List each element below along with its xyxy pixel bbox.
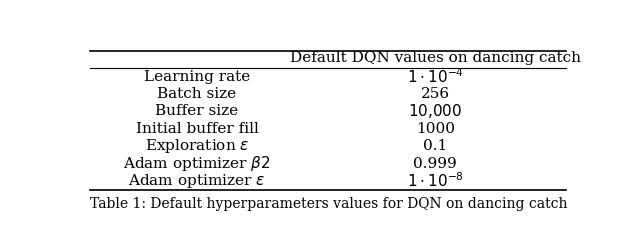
- Text: $1 \cdot 10^{-8}$: $1 \cdot 10^{-8}$: [406, 172, 463, 190]
- Text: $1 \cdot 10^{-4}$: $1 \cdot 10^{-4}$: [406, 67, 464, 86]
- Text: Buffer size: Buffer size: [156, 104, 239, 119]
- Text: Exploration $\epsilon$: Exploration $\epsilon$: [145, 137, 250, 155]
- Text: 256: 256: [420, 87, 450, 101]
- Text: Default DQN values on dancing catch: Default DQN values on dancing catch: [290, 51, 580, 65]
- Text: Learning rate: Learning rate: [144, 70, 250, 84]
- Text: $10{,}000$: $10{,}000$: [408, 103, 462, 120]
- Text: Initial buffer fill: Initial buffer fill: [136, 122, 259, 136]
- Text: Adam optimizer $\beta 2$: Adam optimizer $\beta 2$: [124, 154, 271, 173]
- Text: 1000: 1000: [415, 122, 454, 136]
- Text: 0.1: 0.1: [423, 139, 447, 153]
- Text: Batch size: Batch size: [157, 87, 237, 101]
- Text: Adam optimizer $\epsilon$: Adam optimizer $\epsilon$: [129, 172, 266, 190]
- Text: Table 1: Default hyperparameters values for DQN on dancing catch: Table 1: Default hyperparameters values …: [90, 197, 568, 211]
- Text: 0.999: 0.999: [413, 157, 457, 171]
